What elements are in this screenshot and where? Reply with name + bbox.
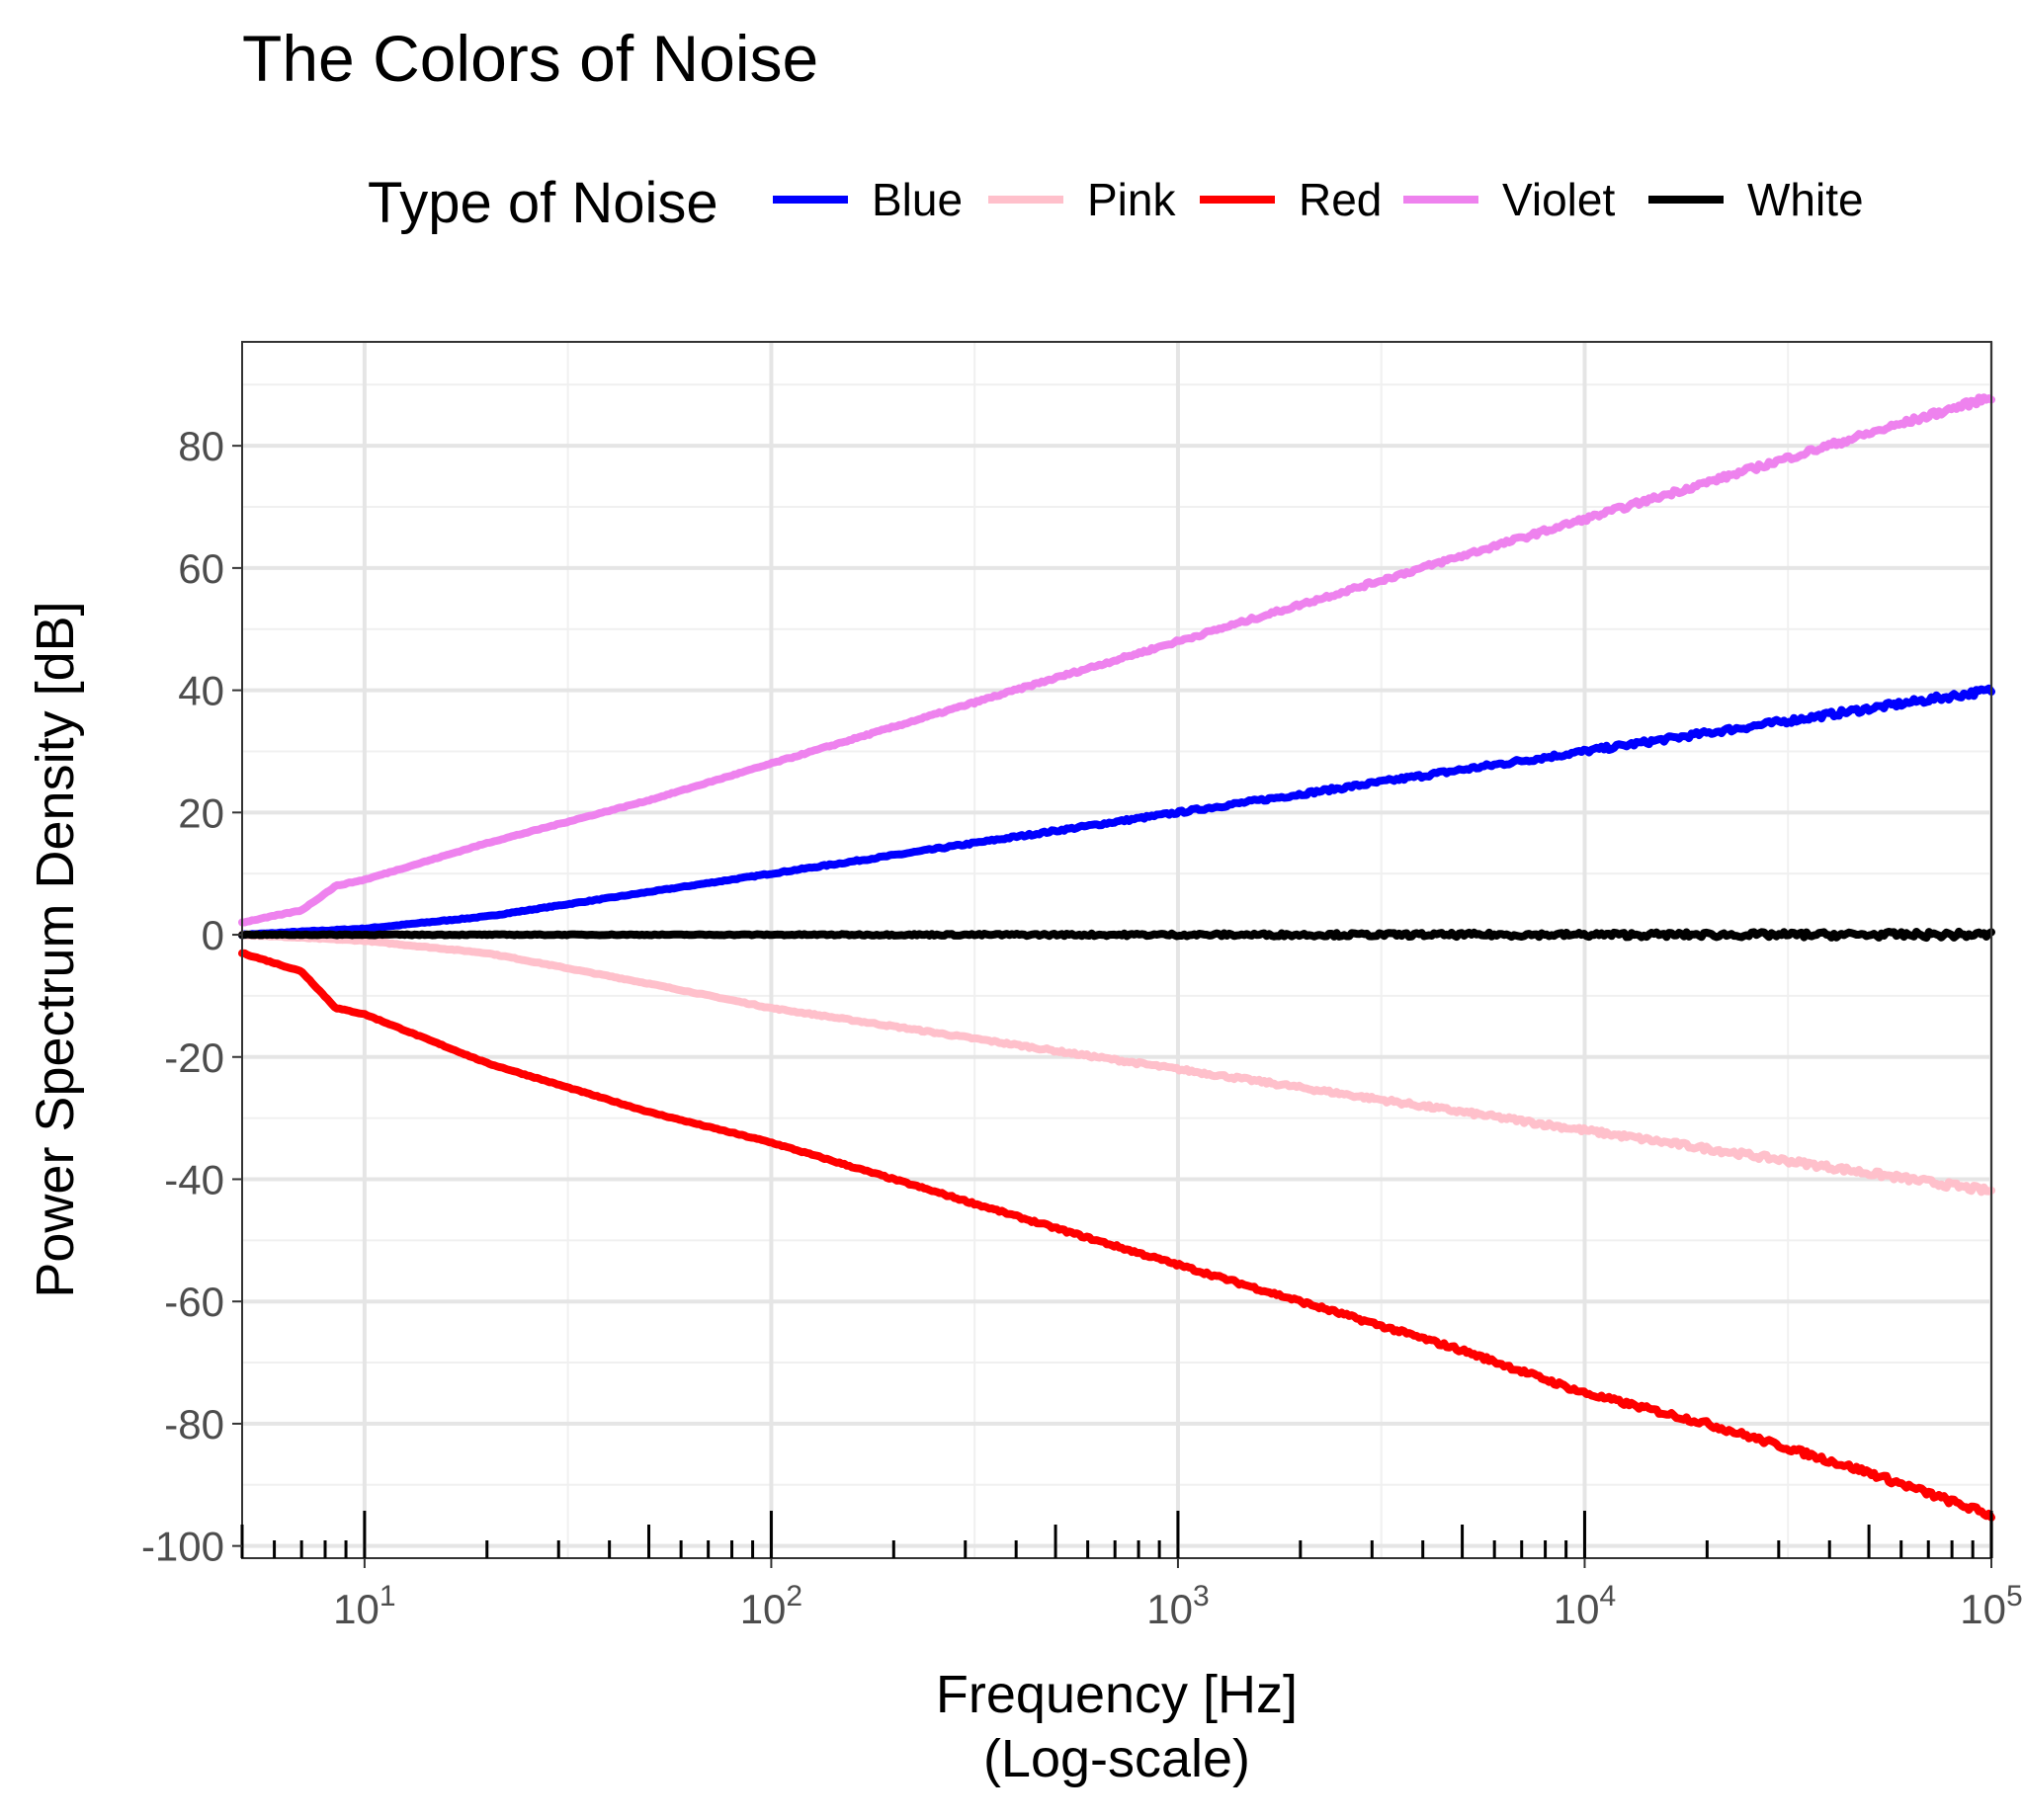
legend-item-pink: Pink (988, 174, 1176, 225)
legend-item-blue: Blue (773, 174, 963, 225)
series-line-pink (238, 930, 1995, 1197)
y-tick-label: -100 (141, 1524, 224, 1570)
x-tick-label: 104 (1554, 1580, 1616, 1632)
y-tick-label: 40 (178, 668, 224, 714)
x-tick-label: 102 (740, 1580, 802, 1632)
y-tick-label: -60 (164, 1279, 224, 1325)
x-axis-title: Frequency [Hz] (936, 1665, 1298, 1724)
legend-item-violet: Violet (1403, 174, 1615, 225)
series-line-blue (238, 684, 1995, 940)
y-axis: 80 60 40 20 0 -20 -40 -60 -80 -100 (141, 423, 242, 1570)
grid (242, 342, 1993, 1558)
legend-item-white: White (1648, 174, 1864, 225)
x-axis-subtitle: (Log-scale) (983, 1729, 1250, 1788)
legend-label: Red (1299, 174, 1382, 225)
legend-item-red: Red (1200, 174, 1382, 225)
y-axis-title: Power Spectrum Density [dB] (26, 601, 85, 1297)
x-tick-label: 101 (333, 1580, 395, 1632)
plot-panel-border (241, 341, 1992, 1559)
series-line-white (238, 927, 1995, 943)
series-group (238, 393, 1995, 1522)
y-tick-label: 20 (178, 789, 224, 836)
y-tick-label: -40 (164, 1156, 224, 1202)
y-tick-label: -20 (164, 1034, 224, 1081)
legend-label: Blue (872, 174, 963, 225)
legend-label: Pink (1087, 174, 1176, 225)
series-line-red (238, 949, 1995, 1522)
legend-items: Blue Pink Red Violet White (773, 174, 1864, 225)
series-line-violet (238, 393, 1995, 927)
x-tick-label: 103 (1146, 1580, 1209, 1632)
x-tick-label: 105 (1960, 1580, 2022, 1632)
legend-label: Violet (1502, 174, 1615, 225)
tick-rug (240, 1511, 1993, 1558)
y-tick-label: 0 (202, 912, 224, 958)
legend-label: White (1747, 174, 1864, 225)
legend: Type of Noise Blue Pink Red Violet White (368, 171, 1864, 235)
y-tick-label: -80 (164, 1401, 224, 1448)
y-tick-label: 60 (178, 545, 224, 592)
chart-title: The Colors of Noise (242, 22, 818, 95)
legend-title: Type of Noise (368, 171, 718, 235)
y-tick-label: 80 (178, 423, 224, 469)
x-axis: 101 102 103 104 105 (333, 1558, 2023, 1632)
